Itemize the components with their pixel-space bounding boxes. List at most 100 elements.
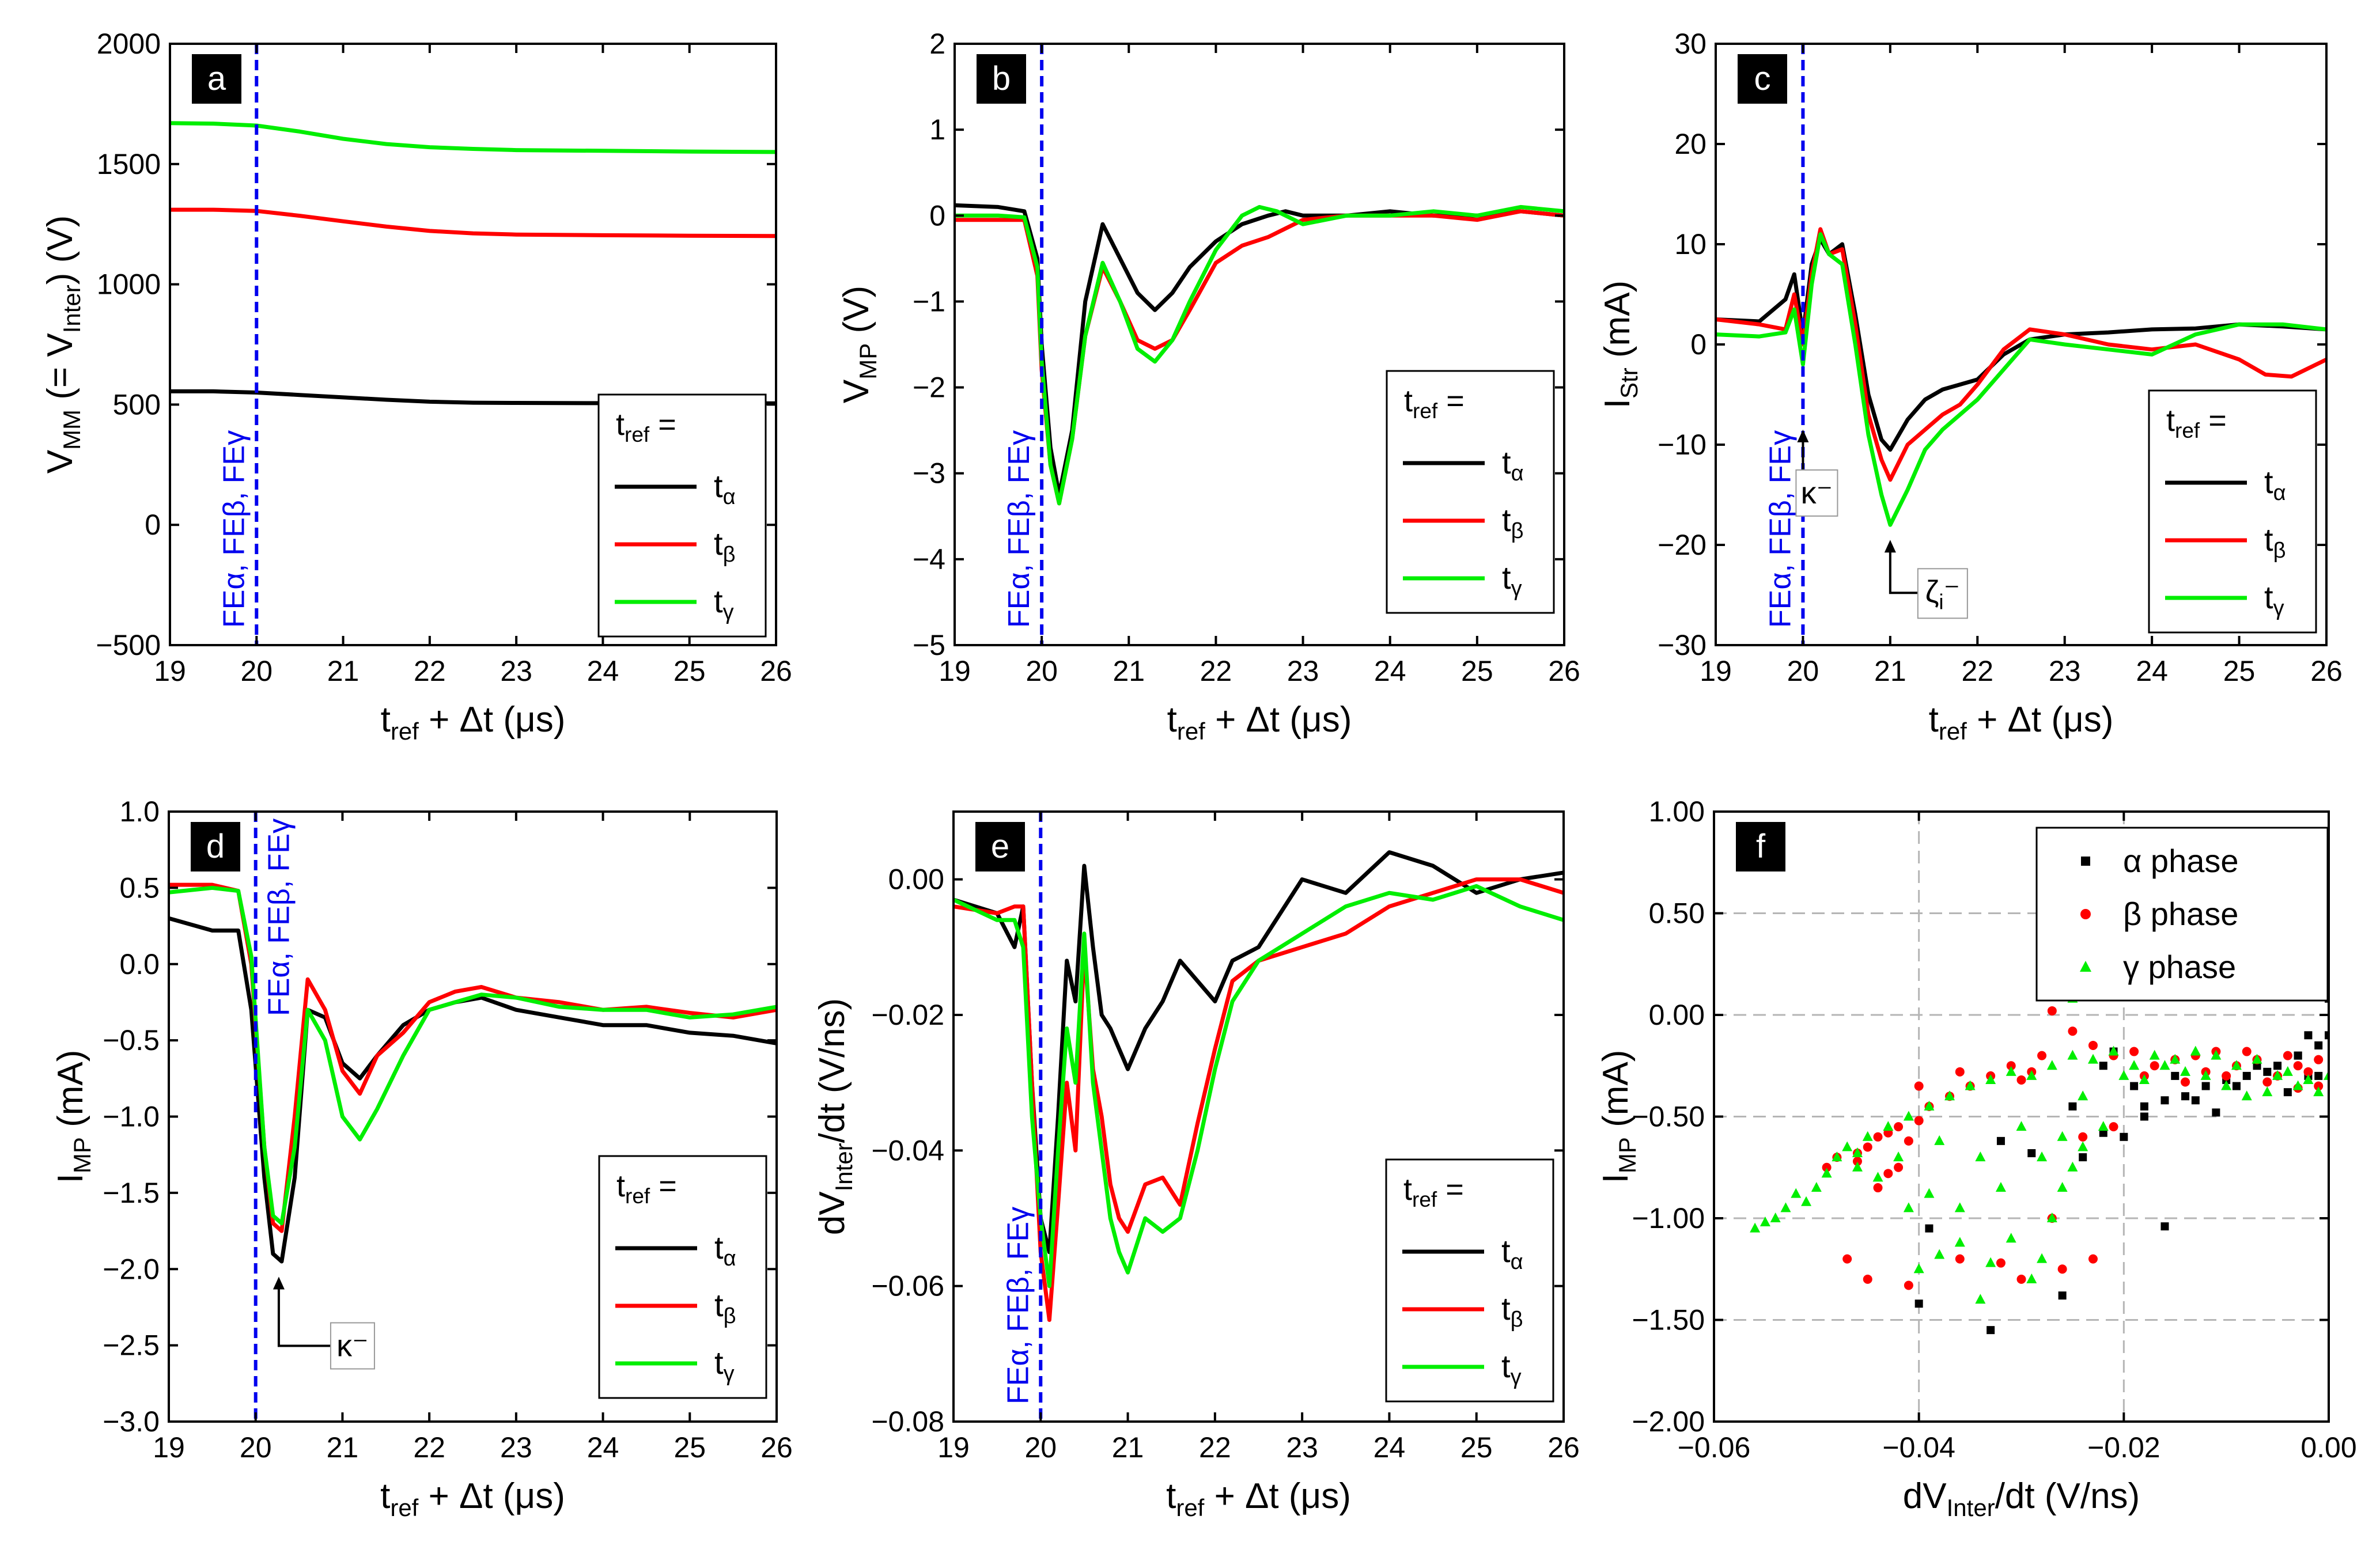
x-tick-label: 19 <box>154 655 186 687</box>
legend-label: tα <box>714 1229 736 1271</box>
legend-label: tα <box>1502 444 1524 486</box>
x-tick-label: 22 <box>1200 655 1232 687</box>
x-tick-label: 25 <box>673 655 706 687</box>
text-span: t <box>714 583 723 619</box>
legend-label: tβ <box>1501 1290 1523 1332</box>
x-tick-label: 24 <box>1374 655 1406 687</box>
panel-label: f <box>1756 828 1766 865</box>
subscript: γ <box>724 1362 735 1386</box>
point-gamma <box>1862 1131 1873 1141</box>
point-beta <box>2078 1132 2088 1142</box>
point-beta <box>2283 1051 2292 1060</box>
text-span: ) (V) <box>40 215 80 285</box>
point-gamma <box>2149 1049 2160 1060</box>
point-beta <box>1863 1142 1872 1152</box>
legend-label: tγ <box>2264 579 2284 620</box>
point-gamma <box>1750 1222 1761 1233</box>
point-gamma <box>1883 1121 1894 1131</box>
x-tick-label: 24 <box>587 1431 619 1464</box>
legend-box <box>1385 1158 1554 1403</box>
point-gamma <box>2016 1121 2027 1131</box>
point-gamma <box>1954 1202 1965 1212</box>
text-span: ⁻ <box>1944 574 1961 609</box>
text-span: (mA) <box>51 1050 90 1138</box>
point-beta <box>2314 1055 2324 1064</box>
text-span: V <box>40 449 80 473</box>
legend: α phase β phase γ phase <box>2035 827 2329 1002</box>
point-gamma <box>2262 1086 2273 1097</box>
x-tick-label: 21 <box>1112 1431 1144 1464</box>
y-tick-label: −10 <box>1658 429 1707 461</box>
point-gamma <box>2211 1049 2222 1060</box>
data-group <box>1750 992 2329 1335</box>
legend-label: tα <box>1501 1233 1523 1274</box>
point-gamma <box>1985 1074 1996 1084</box>
subscript: α <box>723 485 736 509</box>
y-tick-label: −4 <box>913 543 945 575</box>
x-tick-label: 19 <box>153 1431 185 1464</box>
panel-label-box <box>1738 54 1787 104</box>
x-tick-label: −0.02 <box>2087 1431 2160 1464</box>
point-beta <box>2222 1071 2231 1081</box>
subscript: α <box>724 1246 736 1271</box>
text-span: I <box>51 1173 90 1183</box>
subscript: MP <box>69 1137 96 1173</box>
subscript: β <box>2273 539 2286 563</box>
y-tick-label: −1 <box>913 285 945 317</box>
annotation: κ⁻ <box>273 1276 375 1370</box>
x-axis-label: tref + Δt (μs) <box>381 700 566 745</box>
panel-e: FEα, FEβ, FEγ 19 20 21 22 23 24 25 26 −0.08 −0.06 −… <box>812 810 1580 1521</box>
x-tick-label: 23 <box>2049 655 2081 687</box>
y-tick-label: 0.00 <box>888 863 944 896</box>
subscript: ref <box>1176 1494 1204 1521</box>
legend-marker <box>2080 909 2091 919</box>
text-span: t <box>714 1229 724 1265</box>
x-tick-label: 22 <box>414 655 446 687</box>
point-gamma <box>2006 1066 2016 1076</box>
point-beta <box>1873 1132 1883 1142</box>
point-beta <box>2242 1047 2252 1056</box>
x-tick-label: 24 <box>1373 1431 1406 1464</box>
y-tick-label: 1.0 <box>119 795 160 828</box>
point-beta <box>1914 1081 1924 1091</box>
text-span: t <box>616 1169 625 1203</box>
subscript: γ <box>1511 1365 1522 1389</box>
annotation-box <box>1917 568 1968 619</box>
y-tick-label: 1000 <box>97 268 161 301</box>
point-alpha <box>2314 1071 2323 1080</box>
x-axis-label: tref + Δt (μs) <box>1929 700 2114 745</box>
text-span: V <box>837 379 876 403</box>
point-gamma <box>2159 1060 2170 1070</box>
point-beta <box>2088 1040 2098 1050</box>
point-gamma <box>1985 1257 1996 1267</box>
series-line-beta <box>170 207 776 238</box>
y-tick-label: −1.0 <box>103 1101 160 1133</box>
text-span: t <box>1501 1233 1511 1269</box>
subscript: ref <box>625 423 650 446</box>
point-alpha <box>2273 1062 2282 1070</box>
legend-label: γ phase <box>2123 949 2236 985</box>
annotation-label: ζi⁻ <box>1925 574 1961 613</box>
subscript: ref <box>390 1494 418 1521</box>
text-span: t <box>1502 444 1511 480</box>
subscript: MP <box>854 343 881 380</box>
text-span: t <box>1501 1290 1511 1327</box>
text-span: dV <box>812 1191 852 1235</box>
y-tick-label: 20 <box>1674 128 1707 160</box>
series-line-gamma <box>1716 232 2326 527</box>
y-axis-label: IMP (mA) <box>51 1050 96 1184</box>
x-tick-label: 26 <box>1548 655 1580 687</box>
x-tick-label: 19 <box>937 1431 970 1464</box>
subscript: β <box>1511 1308 1523 1332</box>
x-tick-label: 26 <box>760 1431 793 1464</box>
x-tick-label: 22 <box>1961 655 1993 687</box>
text-span: t <box>714 468 723 504</box>
x-tick-label: 20 <box>1026 655 1058 687</box>
y-axis-label: VMM (= VInter) (V) <box>40 215 85 474</box>
point-gamma <box>1811 1182 1822 1192</box>
x-tick-label: 22 <box>1199 1431 1231 1464</box>
point-gamma <box>1780 1202 1791 1212</box>
